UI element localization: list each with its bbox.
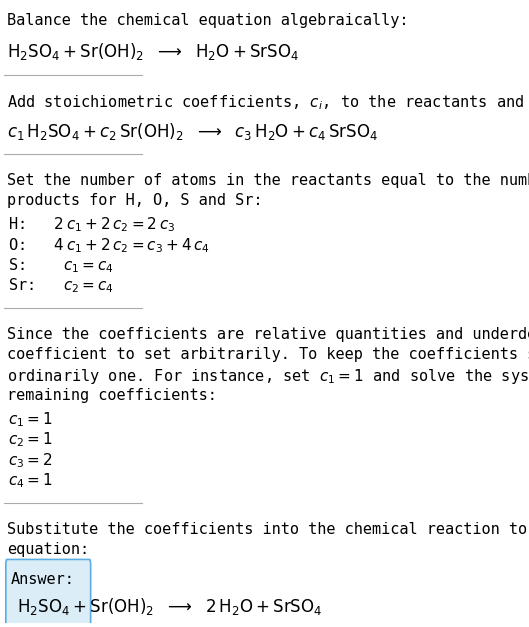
Text: Add stoichiometric coefficients, $c_i$, to the reactants and products:: Add stoichiometric coefficients, $c_i$, … xyxy=(7,93,529,112)
Text: Sr:   $c_2 = c_4$: Sr: $c_2 = c_4$ xyxy=(8,277,114,295)
Text: S:    $c_1 = c_4$: S: $c_1 = c_4$ xyxy=(8,256,114,275)
FancyBboxPatch shape xyxy=(6,559,90,627)
Text: $c_4 = 1$: $c_4 = 1$ xyxy=(8,472,53,490)
Text: O:   $4\,c_1 + 2\,c_2 = c_3 + 4\,c_4$: O: $4\,c_1 + 2\,c_2 = c_3 + 4\,c_4$ xyxy=(8,236,210,255)
Text: equation:: equation: xyxy=(7,542,89,557)
Text: $c_1\, \mathregular{H_2SO_4} + c_2\, \mathregular{Sr(OH)_2}$  $\longrightarrow$ : $c_1\, \mathregular{H_2SO_4} + c_2\, \ma… xyxy=(7,120,378,142)
Text: Balance the chemical equation algebraically:: Balance the chemical equation algebraica… xyxy=(7,13,408,28)
Text: $c_1 = 1$: $c_1 = 1$ xyxy=(8,410,53,429)
Text: $\mathregular{H_2SO_4 + Sr(OH)_2}$  $\longrightarrow$  $\mathregular{H_2O + SrSO: $\mathregular{H_2SO_4 + Sr(OH)_2}$ $\lon… xyxy=(7,41,299,62)
Text: Since the coefficients are relative quantities and underdetermined, choose a: Since the coefficients are relative quan… xyxy=(7,327,529,342)
Text: ordinarily one. For instance, set $c_1 = 1$ and solve the system of equations fo: ordinarily one. For instance, set $c_1 =… xyxy=(7,367,529,386)
Text: Set the number of atoms in the reactants equal to the number of atoms in the: Set the number of atoms in the reactants… xyxy=(7,172,529,187)
Text: $c_2 = 1$: $c_2 = 1$ xyxy=(8,431,53,450)
Text: coefficient to set arbitrarily. To keep the coefficients small, the arbitrary va: coefficient to set arbitrarily. To keep … xyxy=(7,347,529,362)
Text: $\mathregular{H_2SO_4 + Sr(OH)_2}$  $\longrightarrow$  $\mathregular{2\,H_2O + S: $\mathregular{H_2SO_4 + Sr(OH)_2}$ $\lon… xyxy=(16,596,322,617)
Text: H:   $2\,c_1 + 2\,c_2 = 2\,c_3$: H: $2\,c_1 + 2\,c_2 = 2\,c_3$ xyxy=(8,216,176,234)
Text: remaining coefficients:: remaining coefficients: xyxy=(7,388,217,403)
Text: products for H, O, S and Sr:: products for H, O, S and Sr: xyxy=(7,193,262,208)
Text: Answer:: Answer: xyxy=(11,572,75,586)
Text: $c_3 = 2$: $c_3 = 2$ xyxy=(8,451,53,470)
Text: Substitute the coefficients into the chemical reaction to obtain the balanced: Substitute the coefficients into the che… xyxy=(7,522,529,537)
